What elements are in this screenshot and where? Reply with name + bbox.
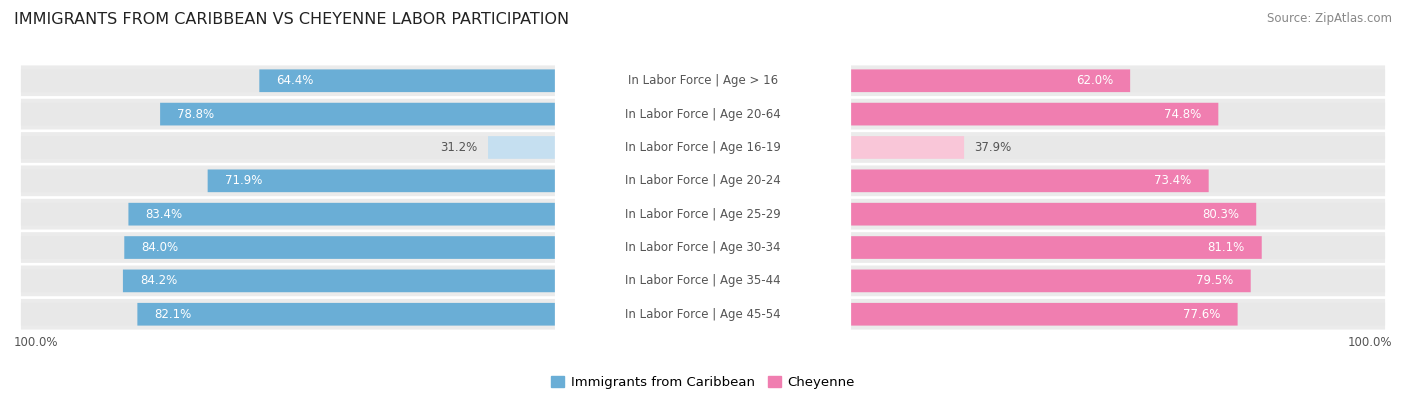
FancyBboxPatch shape	[21, 303, 703, 325]
FancyBboxPatch shape	[703, 236, 1261, 259]
FancyBboxPatch shape	[555, 220, 851, 276]
FancyBboxPatch shape	[555, 119, 851, 175]
Text: 100.0%: 100.0%	[14, 336, 59, 349]
Text: In Labor Force | Age 30-34: In Labor Force | Age 30-34	[626, 241, 780, 254]
FancyBboxPatch shape	[555, 153, 851, 209]
Text: 82.1%: 82.1%	[155, 308, 191, 321]
Text: 37.9%: 37.9%	[974, 141, 1012, 154]
FancyBboxPatch shape	[703, 136, 1385, 159]
FancyBboxPatch shape	[555, 186, 851, 242]
FancyBboxPatch shape	[160, 103, 703, 126]
FancyBboxPatch shape	[21, 199, 1385, 229]
FancyBboxPatch shape	[21, 99, 1385, 130]
FancyBboxPatch shape	[21, 132, 1385, 163]
Text: In Labor Force | Age > 16: In Labor Force | Age > 16	[628, 74, 778, 87]
Text: In Labor Force | Age 35-44: In Labor Force | Age 35-44	[626, 275, 780, 288]
Text: Source: ZipAtlas.com: Source: ZipAtlas.com	[1267, 12, 1392, 25]
FancyBboxPatch shape	[208, 169, 703, 192]
Text: 81.1%: 81.1%	[1208, 241, 1244, 254]
FancyBboxPatch shape	[703, 136, 965, 159]
FancyBboxPatch shape	[703, 269, 1251, 292]
Text: In Labor Force | Age 16-19: In Labor Force | Age 16-19	[626, 141, 780, 154]
FancyBboxPatch shape	[138, 303, 703, 325]
Text: In Labor Force | Age 25-29: In Labor Force | Age 25-29	[626, 208, 780, 221]
Legend: Immigrants from Caribbean, Cheyenne: Immigrants from Caribbean, Cheyenne	[551, 376, 855, 389]
FancyBboxPatch shape	[21, 66, 1385, 96]
FancyBboxPatch shape	[259, 70, 703, 92]
Text: In Labor Force | Age 20-24: In Labor Force | Age 20-24	[626, 174, 780, 187]
Text: 73.4%: 73.4%	[1154, 174, 1191, 187]
FancyBboxPatch shape	[21, 169, 703, 192]
FancyBboxPatch shape	[21, 70, 703, 92]
FancyBboxPatch shape	[21, 166, 1385, 196]
Text: 78.8%: 78.8%	[177, 107, 215, 120]
Text: 100.0%: 100.0%	[1347, 336, 1392, 349]
FancyBboxPatch shape	[21, 232, 1385, 263]
Text: 77.6%: 77.6%	[1182, 308, 1220, 321]
FancyBboxPatch shape	[703, 70, 1130, 92]
Text: 84.0%: 84.0%	[142, 241, 179, 254]
Text: 64.4%: 64.4%	[277, 74, 314, 87]
FancyBboxPatch shape	[124, 236, 703, 259]
FancyBboxPatch shape	[122, 269, 703, 292]
Text: IMMIGRANTS FROM CARIBBEAN VS CHEYENNE LABOR PARTICIPATION: IMMIGRANTS FROM CARIBBEAN VS CHEYENNE LA…	[14, 12, 569, 27]
FancyBboxPatch shape	[703, 203, 1385, 226]
Text: 62.0%: 62.0%	[1076, 74, 1114, 87]
Text: 83.4%: 83.4%	[146, 208, 183, 221]
FancyBboxPatch shape	[703, 303, 1385, 325]
FancyBboxPatch shape	[21, 269, 703, 292]
Text: 71.9%: 71.9%	[225, 174, 263, 187]
FancyBboxPatch shape	[703, 203, 1256, 226]
FancyBboxPatch shape	[703, 236, 1385, 259]
FancyBboxPatch shape	[555, 53, 851, 109]
FancyBboxPatch shape	[555, 253, 851, 309]
FancyBboxPatch shape	[703, 169, 1385, 192]
FancyBboxPatch shape	[703, 303, 1237, 325]
FancyBboxPatch shape	[21, 299, 1385, 329]
Text: 31.2%: 31.2%	[440, 141, 478, 154]
FancyBboxPatch shape	[703, 269, 1385, 292]
FancyBboxPatch shape	[703, 70, 1385, 92]
FancyBboxPatch shape	[128, 203, 703, 226]
FancyBboxPatch shape	[555, 86, 851, 142]
Text: 84.2%: 84.2%	[141, 275, 177, 288]
Text: In Labor Force | Age 20-64: In Labor Force | Age 20-64	[626, 107, 780, 120]
Text: 80.3%: 80.3%	[1202, 208, 1239, 221]
FancyBboxPatch shape	[703, 169, 1209, 192]
FancyBboxPatch shape	[555, 286, 851, 342]
FancyBboxPatch shape	[703, 103, 1385, 126]
Text: In Labor Force | Age 45-54: In Labor Force | Age 45-54	[626, 308, 780, 321]
FancyBboxPatch shape	[21, 203, 703, 226]
FancyBboxPatch shape	[488, 136, 703, 159]
FancyBboxPatch shape	[703, 103, 1219, 126]
FancyBboxPatch shape	[21, 265, 1385, 296]
FancyBboxPatch shape	[21, 136, 703, 159]
Text: 74.8%: 74.8%	[1164, 107, 1201, 120]
FancyBboxPatch shape	[21, 236, 703, 259]
FancyBboxPatch shape	[21, 103, 703, 126]
Text: 79.5%: 79.5%	[1197, 275, 1233, 288]
